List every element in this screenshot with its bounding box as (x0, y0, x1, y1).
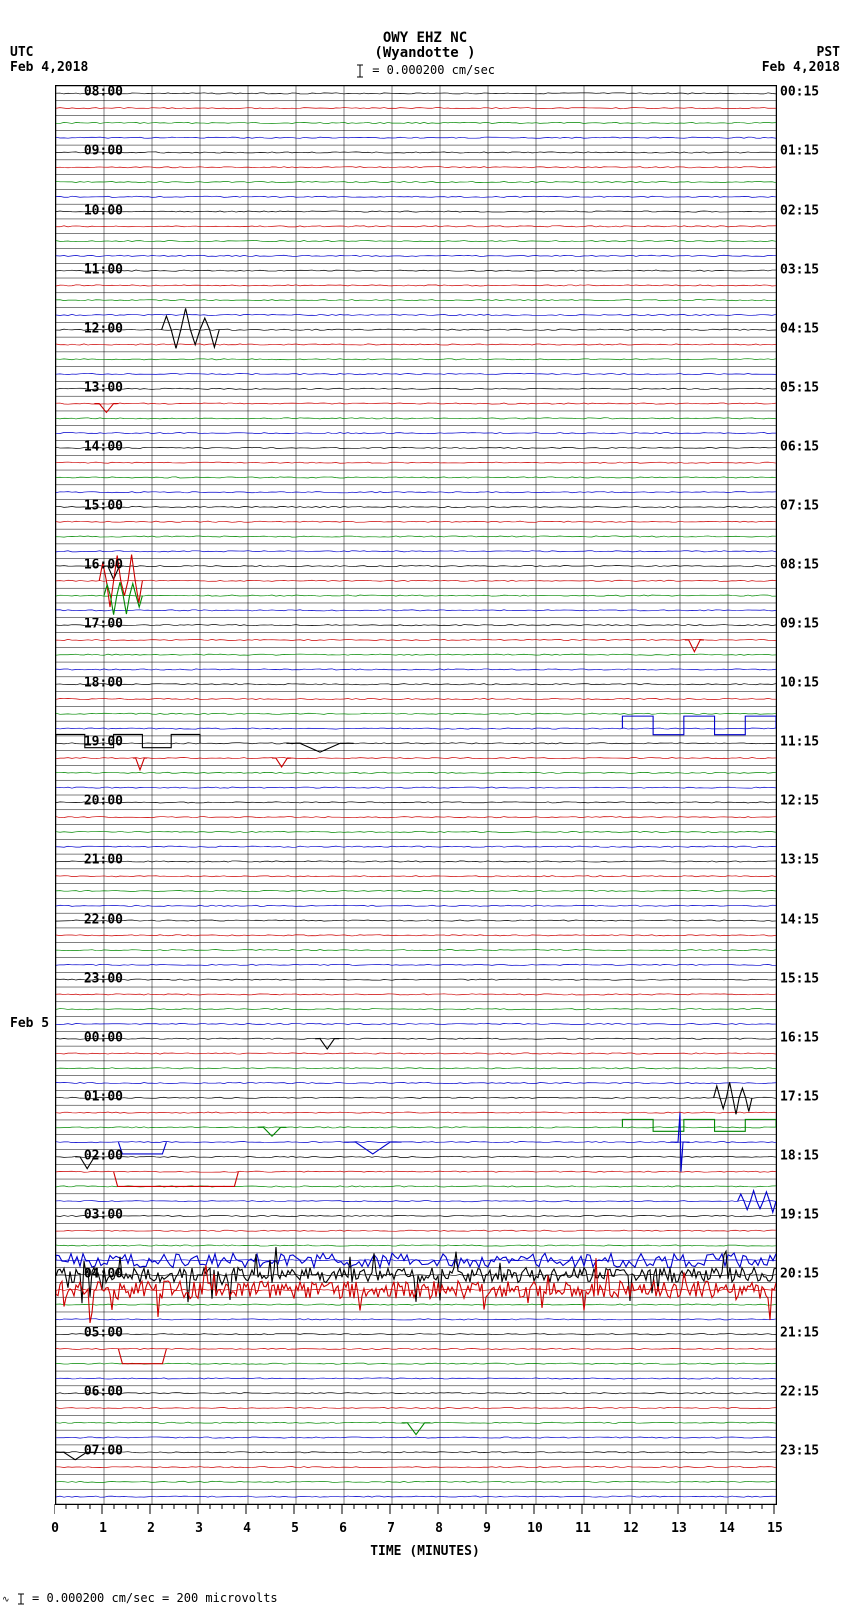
utc-hour-label: 19:00 (84, 735, 123, 750)
scale-text: = 0.000200 cm/sec (372, 63, 495, 77)
pst-hour-label: 06:15 (780, 439, 819, 454)
utc-hour-label: 04:00 (84, 1267, 123, 1282)
x-tick-label: 2 (147, 1521, 155, 1536)
pst-hour-label: 20:15 (780, 1267, 819, 1282)
x-axis-label: TIME (MINUTES) (0, 1544, 850, 1559)
x-tick-label: 9 (483, 1521, 491, 1536)
station-location: (Wyandotte ) (0, 45, 850, 61)
pst-hour-label: 08:15 (780, 558, 819, 573)
pst-hour-label: 05:15 (780, 380, 819, 395)
pst-hour-label: 18:15 (780, 1148, 819, 1163)
utc-hour-label: 15:00 (84, 498, 123, 513)
pst-hour-label: 02:15 (780, 203, 819, 218)
pst-hour-label: 12:15 (780, 794, 819, 809)
pst-hour-label: 04:15 (780, 321, 819, 336)
utc-hour-label: 08:00 (84, 85, 123, 100)
utc-hour-label: 18:00 (84, 676, 123, 691)
x-tick-label: 12 (623, 1521, 639, 1536)
grid-svg (56, 86, 776, 1504)
scale-indicator: = 0.000200 cm/sec (0, 63, 850, 78)
utc-hour-label: 21:00 (84, 853, 123, 868)
utc-hour-label: 11:00 (84, 262, 123, 277)
utc-hour-label: 16:00 (84, 558, 123, 573)
utc-hour-label: 12:00 (84, 321, 123, 336)
pst-hour-label: 10:15 (780, 676, 819, 691)
utc-hour-label: 03:00 (84, 1207, 123, 1222)
seismogram-container: OWY EHZ NC (Wyandotte ) = 0.000200 cm/se… (0, 0, 850, 1613)
pst-hour-label: 15:15 (780, 971, 819, 986)
x-tick-label: 13 (671, 1521, 687, 1536)
plot-area (55, 85, 777, 1505)
tz-left-label: UTC (10, 45, 33, 60)
pst-hour-label: 09:15 (780, 617, 819, 632)
x-tick-label: 0 (51, 1521, 59, 1536)
x-tick-label: 7 (387, 1521, 395, 1536)
x-tick-label: 4 (243, 1521, 251, 1536)
footer-text: = 0.000200 cm/sec = 200 microvolts (32, 1591, 278, 1605)
date-mid-left: Feb 5 (10, 1016, 49, 1031)
pst-hour-label: 01:15 (780, 144, 819, 159)
pst-hour-label: 11:15 (780, 735, 819, 750)
utc-hour-label: 13:00 (84, 380, 123, 395)
tz-right-label: PST (817, 45, 840, 60)
utc-hour-label: 23:00 (84, 971, 123, 986)
utc-hour-label: 05:00 (84, 1326, 123, 1341)
x-tick-label: 1 (99, 1521, 107, 1536)
pst-hour-label: 07:15 (780, 498, 819, 513)
pst-hour-label: 17:15 (780, 1089, 819, 1104)
utc-hour-label: 20:00 (84, 794, 123, 809)
pst-hour-label: 23:15 (780, 1444, 819, 1459)
date-right-label: Feb 4,2018 (762, 60, 840, 75)
x-tick-label: 15 (767, 1521, 783, 1536)
x-tick-label: 5 (291, 1521, 299, 1536)
utc-hour-label: 06:00 (84, 1385, 123, 1400)
x-tick-label: 14 (719, 1521, 735, 1536)
utc-hour-label: 02:00 (84, 1148, 123, 1163)
x-tick-label: 10 (527, 1521, 543, 1536)
pst-hour-label: 00:15 (780, 85, 819, 100)
utc-hour-label: 00:00 (84, 1030, 123, 1045)
utc-hour-label: 10:00 (84, 203, 123, 218)
pst-hour-label: 19:15 (780, 1207, 819, 1222)
utc-hour-label: 09:00 (84, 144, 123, 159)
pst-hour-label: 14:15 (780, 912, 819, 927)
pst-hour-label: 21:15 (780, 1326, 819, 1341)
x-tick-label: 8 (435, 1521, 443, 1536)
pst-hour-label: 03:15 (780, 262, 819, 277)
pst-hour-label: 22:15 (780, 1385, 819, 1400)
date-left-label: Feb 4,2018 (10, 60, 88, 75)
utc-hour-label: 01:00 (84, 1089, 123, 1104)
pst-hour-label: 13:15 (780, 853, 819, 868)
pst-hour-label: 16:15 (780, 1030, 819, 1045)
footer-scale: ∿ = 0.000200 cm/sec = 200 microvolts (2, 1591, 278, 1605)
x-tick-label: 3 (195, 1521, 203, 1536)
utc-hour-label: 22:00 (84, 912, 123, 927)
x-tick-label: 6 (339, 1521, 347, 1536)
utc-hour-label: 14:00 (84, 439, 123, 454)
x-tick-label: 11 (575, 1521, 591, 1536)
utc-hour-label: 17:00 (84, 617, 123, 632)
station-title: OWY EHZ NC (0, 30, 850, 46)
utc-hour-label: 07:00 (84, 1444, 123, 1459)
